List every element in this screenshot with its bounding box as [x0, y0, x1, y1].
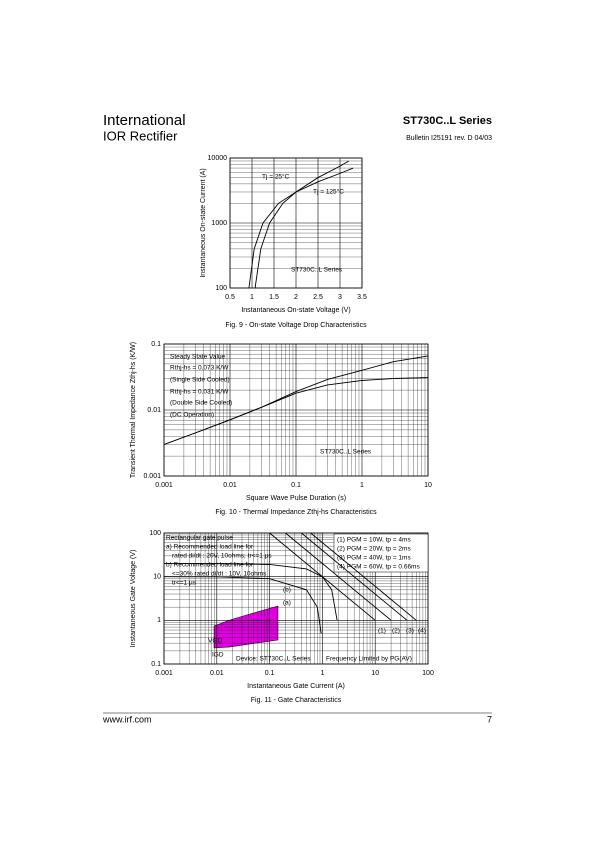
y-tick-label: 0.001 [143, 473, 161, 480]
brand-top: International [103, 112, 186, 129]
y-tick-label: 10000 [208, 155, 228, 162]
x-tick-label: 3.5 [357, 294, 367, 301]
x-tick-label: 0.01 [223, 482, 237, 489]
annotation: Steady State Value [170, 354, 226, 361]
caption: Fig. 11 - Gate Characteristics [251, 697, 342, 704]
y-tick-label: 0.1 [151, 661, 161, 668]
annotation: ST730C..L Series [291, 267, 343, 274]
x-axis-label: Square Wave Pulse Duration (s) [246, 495, 346, 502]
x-tick-label: 1 [250, 294, 254, 301]
series-label: Tj = 125°C [313, 188, 344, 196]
annotation: (3) [406, 628, 414, 635]
annotation: (Double Side Cooled) [170, 400, 232, 407]
series-label: Tj = 25°C [262, 173, 290, 181]
x-axis-label: Instantaneous Gate Current (A) [247, 683, 345, 690]
series-label: (a) [283, 600, 291, 607]
annotation: Device: ST730C..L Series [236, 656, 311, 663]
series-line [163, 563, 338, 621]
x-tick-label: 0.1 [291, 482, 301, 489]
series-line [310, 532, 417, 621]
x-tick-label: 0.5 [225, 294, 235, 301]
x-tick-label: 0.001 [155, 670, 173, 677]
caption: Fig. 9 - On-state Voltage Drop Character… [225, 322, 367, 329]
x-tick-label: 1 [360, 482, 364, 489]
caption: Fig. 10 - Thermal Impedance Zthj-hs Char… [215, 509, 377, 516]
annotation: <=30% rated di/dt : 10V, 10ohms [172, 571, 267, 578]
page-number: 7 [487, 714, 492, 724]
series-title: ST730C..L Series [403, 115, 492, 127]
x-tick-label: 1.5 [269, 294, 279, 301]
x-tick-label: 3 [338, 294, 342, 301]
y-tick-label: 1000 [211, 220, 227, 227]
x-tick-label: 0.001 [155, 482, 173, 489]
x-tick-label: 10 [424, 482, 432, 489]
y-tick-label: 100 [149, 530, 161, 537]
y-tick-label: 0.1 [151, 341, 161, 348]
series-label: (4) PGM = 60W, tp = 0.66ms [337, 564, 420, 571]
annotation: Frequency Limited by PG(AV) [326, 656, 412, 663]
annotation: (Single Side Cooled) [170, 377, 230, 384]
series-line [163, 377, 429, 445]
y-axis-label: Instantaneous On-state Current (A) [200, 168, 207, 277]
annotation: a) Recommended load line for [166, 544, 254, 551]
y-tick-label: 0.01 [147, 407, 161, 414]
x-tick-label: 2.5 [313, 294, 323, 301]
series-line [269, 532, 376, 621]
annotation: b) Recommended load line for [166, 562, 254, 569]
annotation: ST730C..L Series [320, 449, 372, 456]
series-label: Rthj-hs = 0.073 K/W [170, 365, 229, 372]
x-tick-label: 1 [320, 670, 324, 677]
x-tick-label: 100 [422, 670, 434, 677]
x-tick-label: 0.1 [265, 670, 275, 677]
series-line [248, 167, 354, 289]
series-line [163, 576, 322, 634]
y-tick-label: 100 [215, 285, 227, 292]
y-tick-label: 10 [153, 574, 161, 581]
series-line [254, 160, 350, 289]
annotation: VGD [208, 638, 222, 645]
annotation: IGD [212, 652, 224, 659]
series-line [301, 532, 408, 621]
annotation: (2) [392, 628, 400, 635]
annotation: Rectangular gate pulse [166, 535, 233, 542]
x-tick-label: 10 [371, 670, 379, 677]
annotation: (1) [378, 628, 386, 635]
series-label: Rthj-hs = 0.031 K/W [170, 389, 229, 396]
annotation: rated di/dt : 20V, 10ohms; tr<=1 µs [172, 553, 272, 560]
brand-bottom: IOR Rectifier [103, 128, 178, 143]
x-tick-label: 0.01 [210, 670, 224, 677]
x-axis-label: Instantaneous On-state Voltage (V) [241, 307, 350, 314]
x-tick-label: 2 [294, 294, 298, 301]
series-label: (2) PGM = 20W, tp = 2ms [337, 546, 411, 553]
series-label: (1) PGM = 10W, tp = 4ms [337, 537, 411, 544]
annotation: tr<=1 µs [172, 580, 197, 587]
bulletin: Bulletin I25191 rev. D 04/03 [406, 135, 492, 142]
y-axis-label: Transient Thermal Impedance Zthj-hs (K/W… [130, 342, 137, 478]
footer-url: www.irf.com [102, 714, 152, 724]
series-label: (b) [283, 587, 291, 594]
y-tick-label: 1 [157, 617, 161, 624]
series-label: (3) PGM = 40W, tp = 1ms [337, 555, 411, 562]
annotation: (DC Operation) [170, 412, 214, 419]
series-line [285, 532, 392, 621]
y-axis-label: Instantaneous Gate Voltage (V) [130, 550, 137, 648]
annotation: (4) [418, 628, 426, 635]
